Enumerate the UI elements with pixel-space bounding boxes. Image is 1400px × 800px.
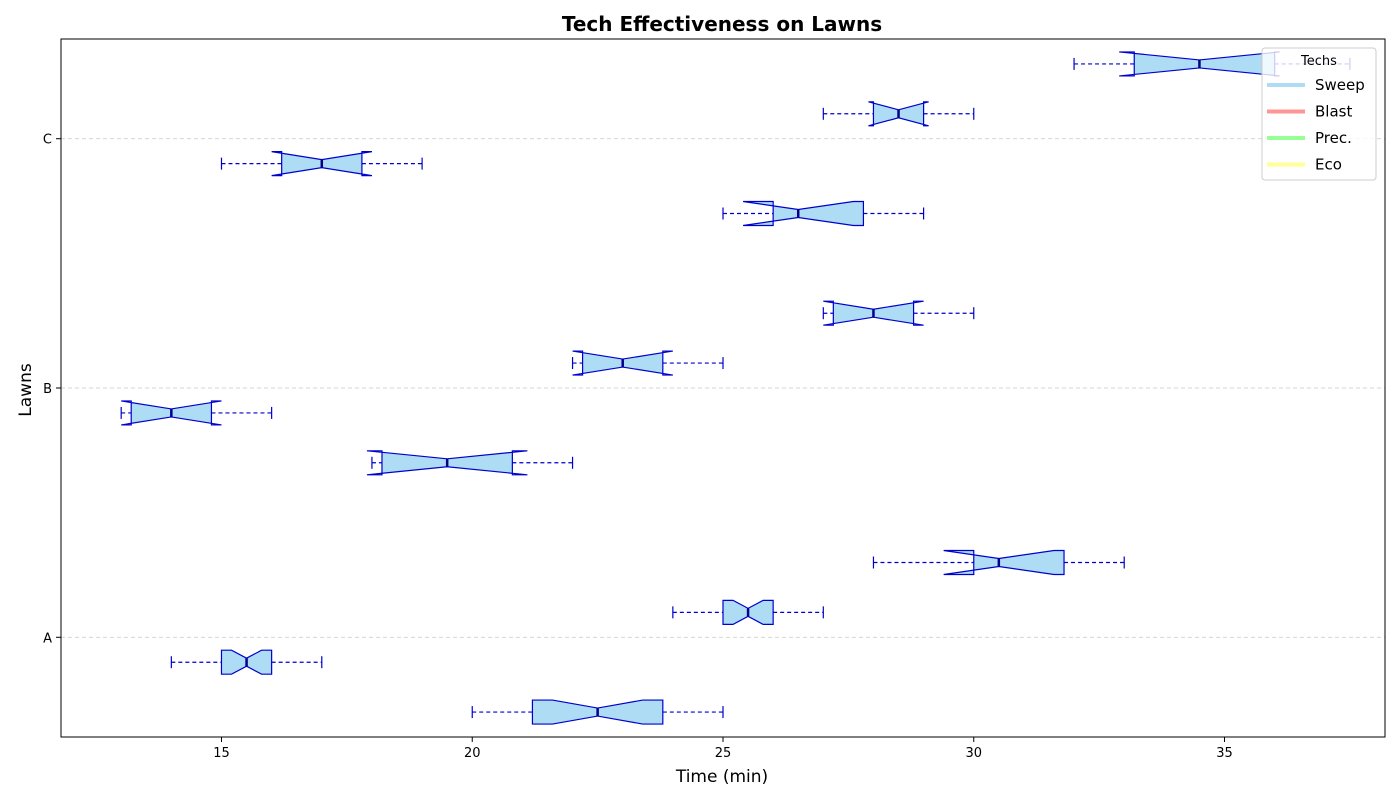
- notched-box: [742, 200, 865, 227]
- legend-label: Sweep: [1315, 76, 1365, 94]
- y-axis-label: Lawns: [16, 363, 36, 417]
- y-tick-label: C: [43, 133, 52, 148]
- chart-title: Tech Effectiveness on Lawns: [562, 12, 882, 36]
- box-lawn-a: [872, 549, 1125, 576]
- box-lawn-c: [822, 101, 975, 127]
- box-lawn-b: [366, 450, 574, 476]
- x-tick-label: 25: [715, 746, 732, 761]
- x-tick-label: 15: [213, 746, 230, 761]
- legend-label: Prec.: [1315, 129, 1352, 147]
- y-tick-label: B: [43, 382, 52, 397]
- legend: Techs Sweep Blast Prec. Eco: [1261, 47, 1377, 181]
- box-lawn-b: [822, 300, 975, 326]
- x-tick-label: 35: [1216, 746, 1233, 761]
- box-lawn-b: [120, 400, 273, 426]
- legend-entry: Prec.: [1267, 129, 1352, 147]
- tick-layer: A B C 15 20 25 30 35: [43, 133, 1233, 761]
- legend-entry: Blast: [1267, 103, 1352, 121]
- box-lawn-a: [170, 649, 323, 675]
- legend-label: Blast: [1315, 103, 1352, 121]
- notched-box: [943, 549, 1065, 576]
- box-lawn-a: [672, 599, 824, 625]
- box-lawn-b: [571, 350, 724, 376]
- legend-frame: [1261, 47, 1377, 181]
- x-tick-label: 30: [965, 746, 982, 761]
- box-lawn-c: [722, 200, 925, 227]
- legend-entry: Sweep: [1267, 76, 1365, 94]
- grid-layer: [61, 138, 1385, 638]
- box-lawn-a: [471, 699, 724, 725]
- legend-entry: Eco: [1267, 156, 1342, 174]
- legend-entries: Sweep Blast Prec. Eco: [1267, 76, 1365, 174]
- y-tick-label: A: [43, 631, 52, 646]
- box-lawn-c: [220, 151, 423, 177]
- x-tick-label: 20: [464, 746, 481, 761]
- x-axis-label: Time (min): [675, 767, 768, 787]
- legend-title: Techs: [1300, 54, 1337, 69]
- legend-label: Eco: [1315, 156, 1342, 174]
- box-layer: [120, 51, 1351, 725]
